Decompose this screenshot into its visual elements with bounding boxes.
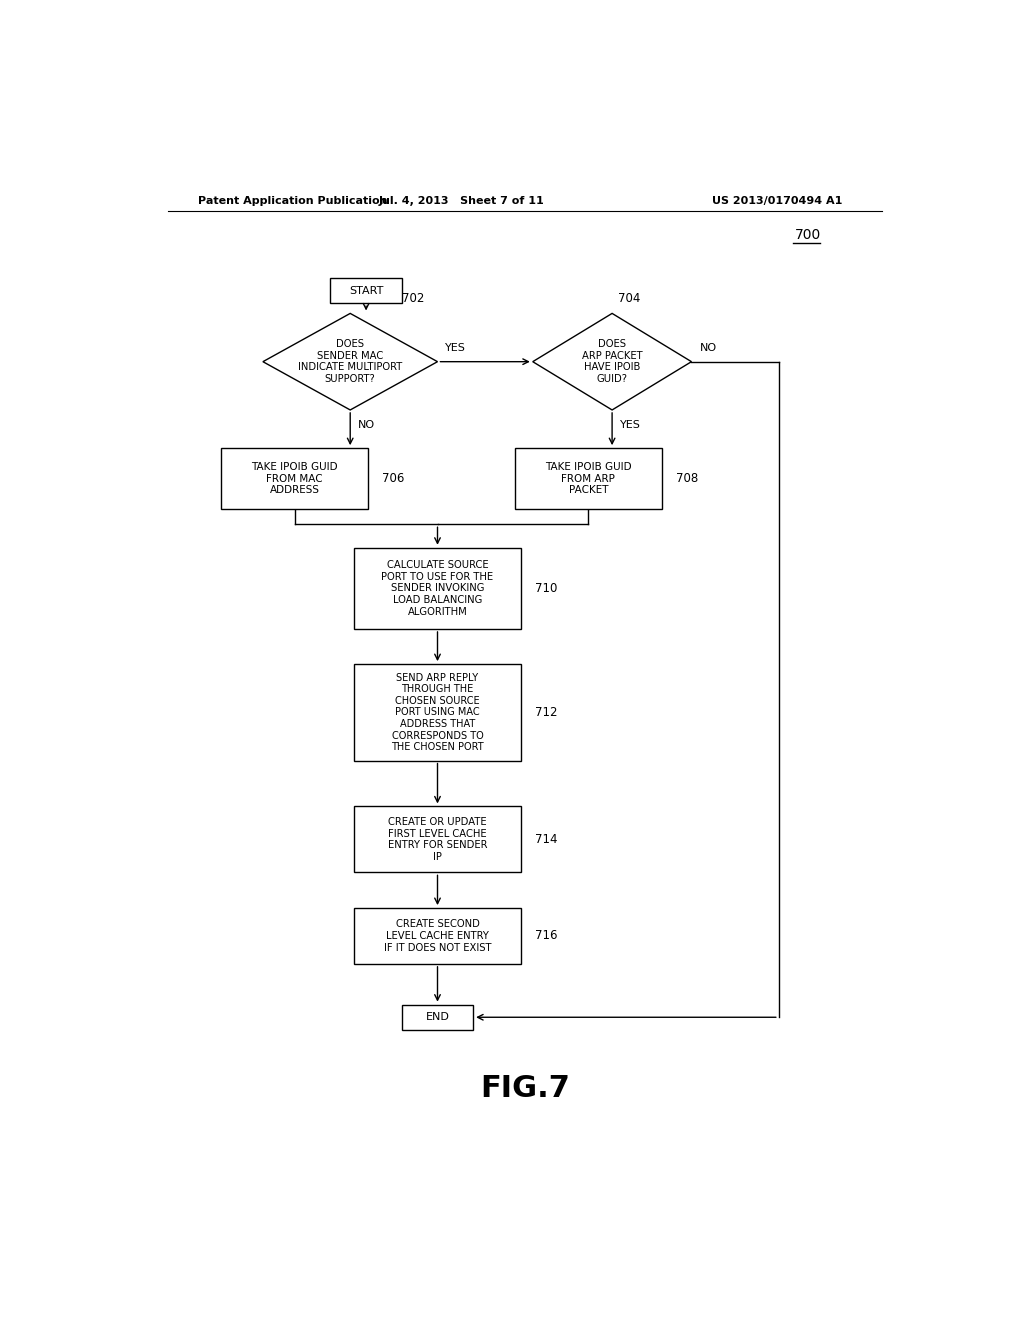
Text: 716: 716 <box>536 929 558 942</box>
Text: Jul. 4, 2013   Sheet 7 of 11: Jul. 4, 2013 Sheet 7 of 11 <box>379 197 544 206</box>
FancyBboxPatch shape <box>331 277 401 304</box>
FancyBboxPatch shape <box>401 1005 473 1030</box>
Text: YES: YES <box>620 420 641 430</box>
Text: 714: 714 <box>536 833 558 846</box>
Text: 702: 702 <box>401 292 424 305</box>
FancyBboxPatch shape <box>515 447 662 510</box>
Text: CREATE OR UPDATE
FIRST LEVEL CACHE
ENTRY FOR SENDER
IP: CREATE OR UPDATE FIRST LEVEL CACHE ENTRY… <box>388 817 487 862</box>
FancyBboxPatch shape <box>354 807 521 873</box>
Text: SEND ARP REPLY
THROUGH THE
CHOSEN SOURCE
PORT USING MAC
ADDRESS THAT
CORRESPONDS: SEND ARP REPLY THROUGH THE CHOSEN SOURCE… <box>391 672 483 752</box>
Text: YES: YES <box>445 343 466 354</box>
FancyBboxPatch shape <box>354 908 521 964</box>
Polygon shape <box>263 313 437 411</box>
Text: 710: 710 <box>536 582 557 595</box>
FancyBboxPatch shape <box>354 664 521 760</box>
Text: NO: NO <box>358 420 375 430</box>
Text: 700: 700 <box>795 228 821 242</box>
Text: DOES
SENDER MAC
INDICATE MULTIPORT
SUPPORT?: DOES SENDER MAC INDICATE MULTIPORT SUPPO… <box>298 339 402 384</box>
Text: START: START <box>349 285 383 296</box>
Text: CALCULATE SOURCE
PORT TO USE FOR THE
SENDER INVOKING
LOAD BALANCING
ALGORITHM: CALCULATE SOURCE PORT TO USE FOR THE SEN… <box>382 560 494 616</box>
Text: 706: 706 <box>382 473 404 484</box>
Text: DOES
ARP PACKET
HAVE IPOIB
GUID?: DOES ARP PACKET HAVE IPOIB GUID? <box>582 339 642 384</box>
Text: FIG.7: FIG.7 <box>480 1074 569 1104</box>
Text: END: END <box>426 1012 450 1022</box>
Text: CREATE SECOND
LEVEL CACHE ENTRY
IF IT DOES NOT EXIST: CREATE SECOND LEVEL CACHE ENTRY IF IT DO… <box>384 919 492 953</box>
Text: TAKE IPOIB GUID
FROM ARP
PACKET: TAKE IPOIB GUID FROM ARP PACKET <box>545 462 632 495</box>
Text: NO: NO <box>699 343 717 354</box>
Text: US 2013/0170494 A1: US 2013/0170494 A1 <box>712 197 842 206</box>
Text: 712: 712 <box>536 706 558 719</box>
Text: 704: 704 <box>617 292 640 305</box>
FancyBboxPatch shape <box>221 447 368 510</box>
Text: TAKE IPOIB GUID
FROM MAC
ADDRESS: TAKE IPOIB GUID FROM MAC ADDRESS <box>251 462 338 495</box>
Text: 708: 708 <box>676 473 698 484</box>
Polygon shape <box>532 313 691 411</box>
FancyBboxPatch shape <box>354 548 521 630</box>
Text: Patent Application Publication: Patent Application Publication <box>198 197 387 206</box>
